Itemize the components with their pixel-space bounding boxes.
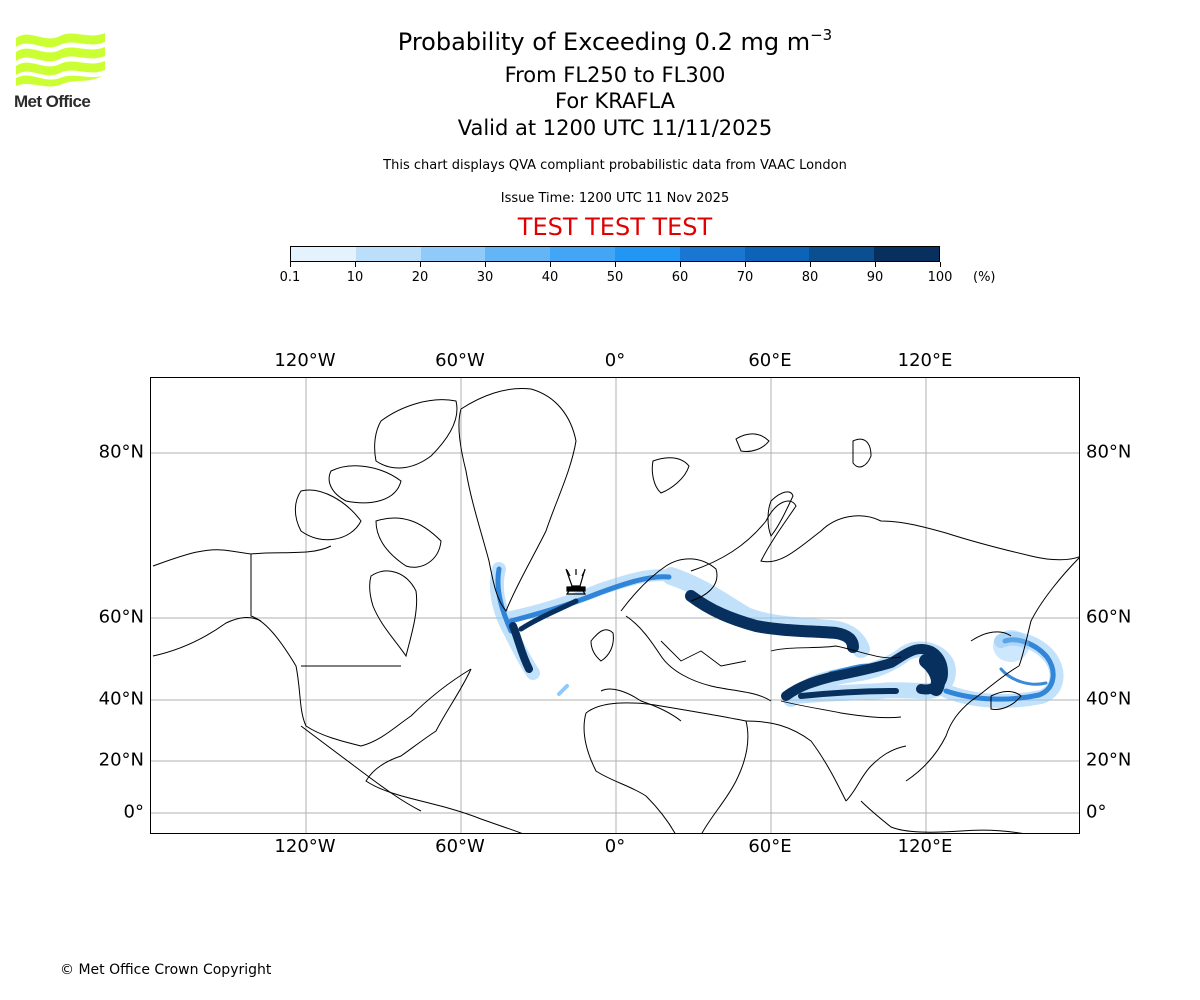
colorbar-segment [874, 247, 939, 261]
colorbar-tick-label: 10 [346, 270, 364, 285]
colorbar-tick [420, 262, 421, 267]
met-office-waves-icon [16, 33, 105, 87]
disclaimer-text: This chart displays QVA compliant probab… [383, 158, 847, 173]
colorbar-tick-label: 0.1 [279, 270, 301, 285]
valid-time-subtitle: Valid at 1200 UTC 11/11/2025 [457, 116, 773, 140]
colorbar-segment [420, 247, 486, 261]
top-longitude-label: 60°W [435, 350, 485, 371]
copyright-text: © Met Office Crown Copyright [60, 962, 272, 978]
colorbar-tick [680, 262, 681, 267]
colorbar-tick-label: 40 [541, 270, 559, 285]
colorbar-segment [809, 247, 875, 261]
title-text: Probability of Exceeding 0.2 mg m [397, 28, 811, 56]
volcano-subtitle: For KRAFLA [555, 89, 675, 113]
colorbar-tick-label: 100 [927, 270, 953, 285]
colorbar-segment [291, 247, 356, 261]
colorbar-tick [485, 262, 486, 267]
bottom-longitude-label: 120°W [274, 836, 336, 857]
colorbar-unit: (%) [973, 270, 996, 285]
top-longitude-label: 60°E [748, 350, 792, 371]
colorbar-segment [485, 247, 551, 261]
coastlines [152, 387, 1079, 833]
right-latitude-label: 40°N [1086, 688, 1132, 710]
left-latitude-label: 60°N [98, 606, 144, 628]
top-longitude-label: 120°E [897, 350, 953, 371]
ash-probability-map [150, 377, 1080, 834]
colorbar-tick-label: 60 [671, 270, 689, 285]
colorbar-tick-label: 20 [411, 270, 429, 285]
right-latitude-label: 60°N [1086, 606, 1132, 628]
test-banner: TEST TEST TEST [517, 213, 713, 241]
left-latitude-label: 0° [123, 801, 144, 823]
colorbar-segment [679, 247, 745, 261]
colorbar-tick [615, 262, 616, 267]
colorbar-tick-label: 70 [736, 270, 754, 285]
probability-colorbar [290, 246, 940, 262]
logo-text: Met Office [14, 92, 91, 111]
colorbar-segment [550, 247, 615, 261]
left-latitude-label: 80°N [98, 441, 144, 463]
left-latitude-label: 40°N [98, 688, 144, 710]
map-canvas [151, 378, 1079, 833]
colorbar-tick-label: 80 [801, 270, 819, 285]
right-latitude-label: 20°N [1086, 749, 1132, 771]
met-office-logo: Met Office [14, 30, 110, 112]
right-latitude-label: 80°N [1086, 441, 1132, 463]
colorbar-tick [875, 262, 876, 267]
issue-time: Issue Time: 1200 UTC 11 Nov 2025 [500, 191, 730, 206]
volcano-icon [565, 568, 587, 595]
colorbar-segment [355, 247, 421, 261]
chart-title: Probability of Exceeding 0.2 mg m−3 [0, 26, 1200, 56]
colorbar-tick [355, 262, 356, 267]
colorbar-segment [744, 247, 810, 261]
colorbar-tick-label: 30 [476, 270, 494, 285]
colorbar-tick [745, 262, 746, 267]
left-latitude-label: 20°N [98, 749, 144, 771]
title-superscript: −3 [810, 26, 833, 44]
bottom-longitude-label: 60°W [435, 836, 485, 857]
colorbar-tick-label: 50 [606, 270, 624, 285]
map-gridlines [151, 378, 1079, 833]
colorbar-tick [810, 262, 811, 267]
bottom-longitude-label: 0° [604, 836, 626, 857]
flight-level-subtitle: From FL250 to FL300 [504, 63, 726, 87]
top-longitude-label: 120°W [274, 350, 336, 371]
colorbar-segment [614, 247, 680, 261]
right-latitude-label: 0° [1086, 801, 1107, 823]
top-longitude-label: 0° [604, 350, 626, 371]
colorbar-tick [940, 262, 941, 267]
colorbar-tick-label: 90 [866, 270, 884, 285]
bottom-longitude-label: 60°E [748, 836, 792, 857]
colorbar-tick [550, 262, 551, 267]
bottom-longitude-label: 120°E [897, 836, 953, 857]
colorbar-tick [290, 262, 291, 267]
